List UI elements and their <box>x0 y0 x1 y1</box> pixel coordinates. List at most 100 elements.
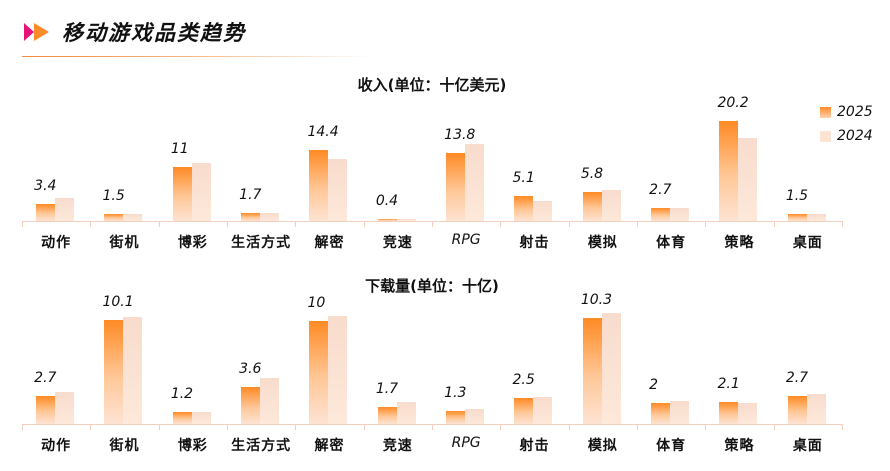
category-label: 体育 <box>656 438 687 454</box>
legend-item-2025: 2025 <box>820 100 873 124</box>
data-label: 10.3 <box>580 292 612 309</box>
x-axis-tick <box>227 424 228 430</box>
page-title: 移动游戏品类趋势 <box>62 21 246 45</box>
x-axis-tick <box>637 221 638 227</box>
category-label: 动作 <box>41 235 72 251</box>
data-label: 0.4 <box>375 193 399 209</box>
data-label: 10.1 <box>102 294 134 311</box>
data-label: 3.4 <box>34 178 57 195</box>
category-label: 策略 <box>724 235 755 251</box>
data-label: 2.5 <box>512 372 535 389</box>
bar-group: 5.1 <box>500 70 568 221</box>
category-label: 博彩 <box>177 235 208 251</box>
data-label: 3.6 <box>239 361 262 377</box>
category-label: 解密 <box>314 438 345 454</box>
x-axis-tick <box>842 221 843 227</box>
bar-2025 <box>651 403 671 424</box>
category-label: 生活方式 <box>231 235 292 251</box>
bar-2024 <box>191 163 211 221</box>
data-label: 13.8 <box>444 126 476 143</box>
bar-group: 10.3 <box>569 273 637 424</box>
category-label: 策略 <box>724 438 755 454</box>
bar-group: 20.2 <box>705 70 773 221</box>
x-axis-tick <box>22 424 23 430</box>
bar-2024 <box>806 214 826 221</box>
category-label: 竞速 <box>382 235 413 251</box>
bar-group: 2 <box>637 273 705 424</box>
category-label: 桌面 <box>792 235 823 251</box>
data-label: 2.7 <box>649 181 672 198</box>
bar-2025 <box>514 195 534 221</box>
bar-2024 <box>806 394 826 424</box>
x-axis-tick <box>773 424 775 430</box>
bar-group: 1.5 <box>90 70 158 221</box>
category-label: 动作 <box>41 438 72 454</box>
bar-2024 <box>260 212 280 221</box>
bar-2025 <box>582 318 602 424</box>
data-label: 1.2 <box>170 385 194 402</box>
category-label: RPG <box>451 435 481 451</box>
x-axis-tick <box>568 424 570 430</box>
bar-group: 14.4 <box>295 70 363 221</box>
bar-2025 <box>104 213 124 221</box>
bar-2025 <box>36 204 56 221</box>
bar-group: 0.4 <box>364 70 432 221</box>
data-label: 10 <box>307 295 326 312</box>
data-label: 5.8 <box>580 166 604 183</box>
x-axis-tick <box>432 424 433 430</box>
bar-2024 <box>670 208 690 221</box>
data-label: 1.3 <box>444 384 467 401</box>
x-axis-tick <box>90 221 92 227</box>
category-label: 街机 <box>109 438 140 454</box>
x-axis-tick <box>432 221 433 227</box>
bar-2025 <box>719 121 739 221</box>
bar-group: 1.7 <box>227 70 295 221</box>
bar-2024 <box>260 377 280 424</box>
legend-swatch-2025 <box>820 106 831 118</box>
bar-group: 1.5 <box>774 70 842 221</box>
double-play-arrow-icon <box>22 21 54 43</box>
bar-2024 <box>465 408 485 424</box>
bar-group: 1.3 <box>432 273 500 424</box>
data-label: 14.4 <box>307 123 339 140</box>
bar-2024 <box>601 313 621 424</box>
data-label: 5.1 <box>512 169 535 186</box>
header-divider <box>22 56 372 57</box>
category-label: 射击 <box>519 235 550 251</box>
x-axis-tick <box>568 221 570 227</box>
x-axis-tick <box>22 221 23 227</box>
downloads-chart: 下载量(单位：十亿) 2.7 动作 10.1 街机 1.2 博彩 3.6 生活方式 10 解密 1.… <box>22 273 843 463</box>
category-label: RPG <box>451 232 481 248</box>
bar-2024 <box>601 189 621 221</box>
bar-2025 <box>241 212 261 221</box>
x-axis-tick <box>637 424 638 430</box>
bar-2025 <box>377 219 397 221</box>
bar-2025 <box>582 192 602 221</box>
bar-2024 <box>55 198 75 221</box>
bar-group: 10 <box>295 273 363 424</box>
bar-group: 2.7 <box>22 273 90 424</box>
category-label: 竞速 <box>382 438 413 454</box>
bar-2024 <box>396 219 416 221</box>
bar-group: 2.7 <box>637 70 705 221</box>
x-axis-tick <box>158 424 160 430</box>
bar-2024 <box>465 143 485 221</box>
data-label: 1.7 <box>375 380 399 397</box>
category-label: 体育 <box>656 235 687 251</box>
bar-2025 <box>309 149 329 221</box>
bar-group: 1.2 <box>159 273 227 424</box>
x-axis-tick <box>227 221 228 227</box>
bar-2024 <box>328 316 348 424</box>
bar-2024 <box>328 159 348 221</box>
legend-label: 2024 <box>837 128 873 144</box>
bar-2025 <box>719 402 739 424</box>
x-axis-tick <box>363 221 365 227</box>
category-label: 博彩 <box>177 438 208 454</box>
bar-2025 <box>36 396 56 424</box>
data-label: 2.1 <box>717 376 740 393</box>
bar-group: 5.8 <box>569 70 637 221</box>
x-axis-tick <box>295 424 297 430</box>
x-axis-tick <box>842 424 843 430</box>
data-label: 2 <box>649 377 659 394</box>
x-axis-tick <box>705 424 707 430</box>
